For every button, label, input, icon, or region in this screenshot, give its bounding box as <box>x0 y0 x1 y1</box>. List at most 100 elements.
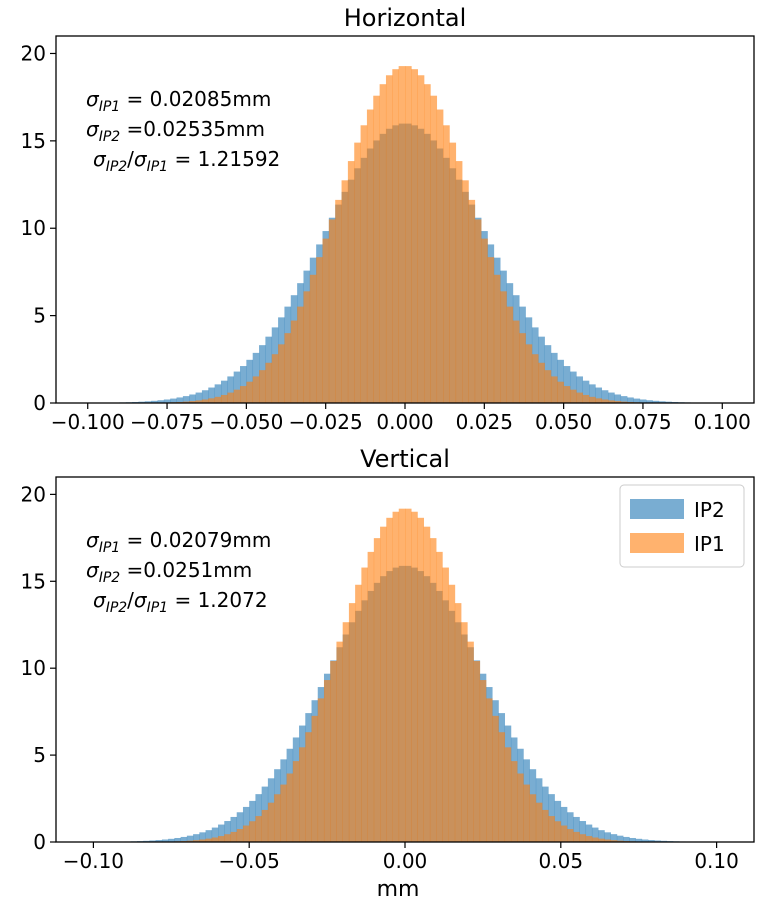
histogram-bar <box>442 567 449 842</box>
x-tick-label: 0.00 <box>383 849 428 873</box>
sigma-annotation: σIP2 =0.02535mm <box>86 117 265 145</box>
histogram-bar <box>595 387 603 403</box>
histogram-bar <box>468 199 476 403</box>
legend-swatch-ip1 <box>630 533 684 553</box>
histogram-bar <box>629 837 636 842</box>
histogram-bar <box>557 381 564 403</box>
vertical-panel: −0.10 −0.05 0.00 0.05 0.10 0 5 10 15 20 Vertical σI… <box>21 445 755 873</box>
sigma-annotation: σIP2/σIP1 = 1.2072 <box>93 588 268 616</box>
histogram-bar <box>411 511 418 842</box>
histogram-bar <box>486 698 493 842</box>
x-tick-label: 0.100 <box>694 410 751 434</box>
histogram-bar <box>517 773 524 842</box>
histogram-bar <box>380 526 387 842</box>
histogram-bar <box>641 839 649 842</box>
series-ip1 <box>94 66 717 404</box>
histogram-bar <box>174 837 181 842</box>
histogram-bar <box>144 401 152 403</box>
histogram-bar <box>151 400 158 403</box>
histogram-bar <box>220 380 228 403</box>
histogram-bar <box>627 397 634 403</box>
histogram-bar <box>280 784 287 842</box>
histogram-bar <box>233 371 241 403</box>
histogram-bar <box>652 400 660 403</box>
histogram-bar <box>249 821 256 842</box>
histogram-bar <box>316 257 323 403</box>
histogram-bar <box>492 715 499 842</box>
y-tick-label: 10 <box>21 216 46 240</box>
x-tick-label: −0.10 <box>63 849 124 873</box>
histogram-bar <box>180 836 188 842</box>
histogram-bar <box>170 398 177 403</box>
histogram-bar <box>195 400 203 403</box>
x-tick-label: 0.000 <box>376 410 433 434</box>
y-tick-label: 0 <box>33 830 46 854</box>
sigma-annotation: σIP2/σIP1 = 1.21592 <box>93 147 280 175</box>
histogram-bar <box>510 761 518 842</box>
histogram-bar <box>211 827 219 842</box>
histogram-bar <box>405 66 412 403</box>
chart-title: Horizontal <box>344 4 467 32</box>
y-tick-label: 5 <box>33 743 46 767</box>
legend-box <box>619 484 745 568</box>
x-tick-label: 0.025 <box>456 410 513 434</box>
histogram-bar <box>342 622 350 842</box>
histogram-bar <box>218 824 225 842</box>
histogram-bar <box>616 835 624 842</box>
y-tick-label: 5 <box>33 304 46 328</box>
histogram-bar <box>474 219 482 403</box>
histogram-bar <box>328 219 336 403</box>
histogram-bar <box>608 392 615 403</box>
histogram-bar <box>449 142 457 403</box>
series-ip1 <box>99 508 711 842</box>
histogram-bar <box>557 359 564 403</box>
histogram-bar <box>554 821 562 842</box>
histogram-bar <box>303 291 311 403</box>
histogram-bar <box>271 354 279 403</box>
histogram-bar <box>186 840 194 842</box>
x-tick-label: 0.05 <box>539 849 584 873</box>
histogram-bar <box>567 829 574 842</box>
histogram-bar <box>506 306 514 403</box>
y-tick-label: 20 <box>21 41 46 65</box>
histogram-bar <box>367 551 375 842</box>
histogram-bar <box>278 344 285 403</box>
histogram-bar <box>138 401 146 403</box>
histogram-bar <box>481 238 488 403</box>
histogram-bar <box>648 840 655 842</box>
histogram-bar <box>601 399 609 403</box>
histogram-bar <box>224 821 231 842</box>
histogram-bar <box>569 371 577 403</box>
histogram-bar <box>523 784 530 842</box>
histogram-bar <box>246 359 254 403</box>
histogram-bar <box>576 392 583 403</box>
histogram-bar <box>189 401 196 403</box>
histogram-bar <box>330 661 337 842</box>
histogram-bar <box>614 394 622 403</box>
x-tick-label: −0.025 <box>289 410 363 434</box>
histogram-bar <box>454 603 462 842</box>
histogram-bar <box>195 392 203 403</box>
histogram-bar <box>542 809 549 842</box>
histogram-bar <box>585 824 593 842</box>
histogram-bar <box>385 75 393 404</box>
histogram-bar <box>354 142 361 403</box>
histogram-bar <box>430 95 438 404</box>
histogram-bar <box>604 839 611 842</box>
histogram-bar <box>297 306 304 403</box>
histogram-bar <box>218 836 225 842</box>
histogram-bar <box>211 837 219 842</box>
histogram-bar <box>189 394 196 403</box>
histogram-bar <box>311 715 319 842</box>
histogram-bar <box>646 400 653 403</box>
histogram-bar <box>267 802 275 842</box>
histogram-bar <box>576 376 583 403</box>
histogram-bar <box>305 732 312 842</box>
histogram-bar <box>544 370 552 403</box>
histogram-bar <box>448 584 456 842</box>
histogram-bar <box>163 399 171 403</box>
histogram-bar <box>201 390 209 403</box>
histogram-bar <box>582 394 590 403</box>
